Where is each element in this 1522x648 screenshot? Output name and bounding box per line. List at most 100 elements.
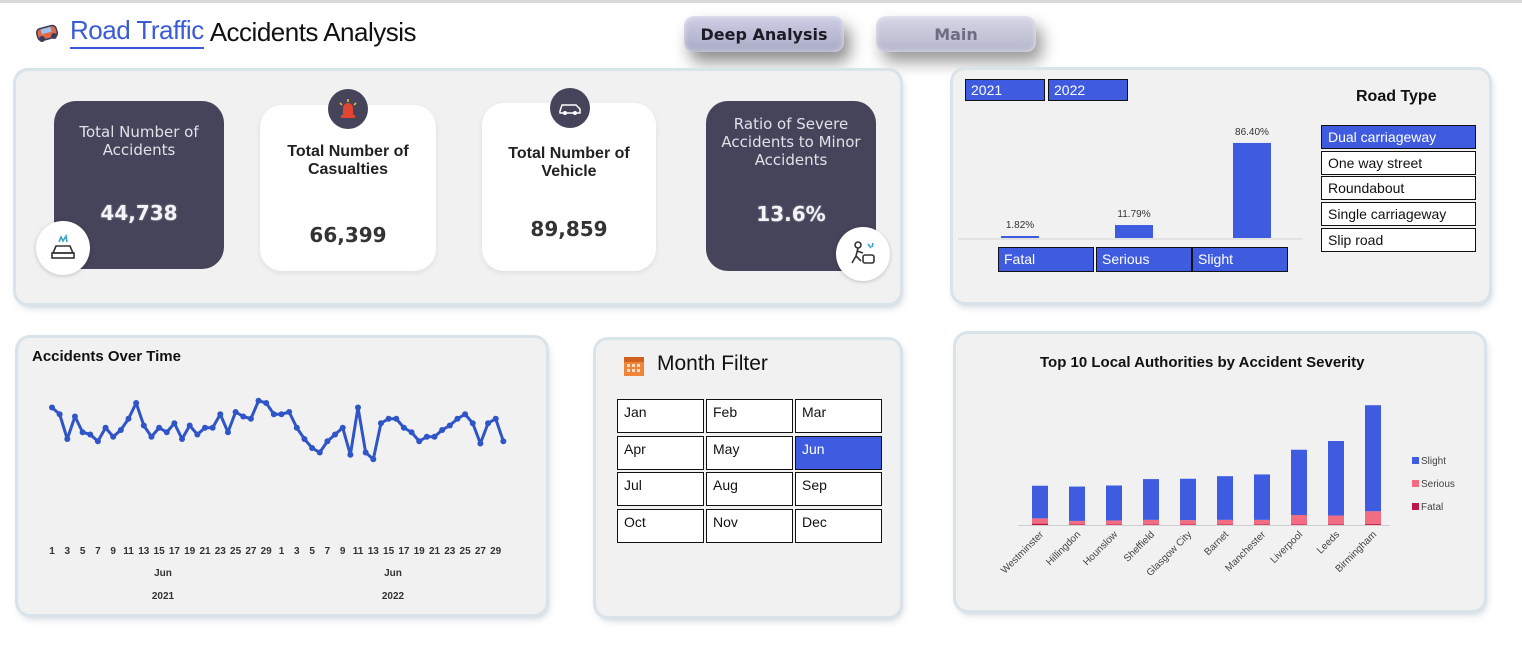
car-icon — [550, 88, 590, 128]
main-button[interactable]: Main — [876, 16, 1036, 52]
x-tick-label: 29 — [261, 546, 273, 557]
data-point — [408, 429, 415, 436]
accidents-over-time-title: Accidents Over Time — [32, 348, 181, 365]
year-label: 2022 — [382, 591, 405, 602]
deep-analysis-button[interactable]: Deep Analysis — [684, 16, 844, 52]
kpi-label: Total Number of Vehicle — [508, 145, 630, 180]
month-sep[interactable]: Sep — [795, 472, 882, 506]
month-jan[interactable]: Jan — [617, 399, 704, 433]
x-tick-label: 7 — [95, 546, 101, 557]
bar-serious — [1291, 514, 1307, 525]
month-jun[interactable]: Jun — [795, 436, 882, 470]
x-tick-label: 13 — [138, 546, 150, 557]
data-point — [301, 436, 308, 442]
x-tick-label: 17 — [398, 546, 410, 557]
category-label: Manchester — [1223, 529, 1268, 574]
data-point — [247, 415, 254, 422]
year-button-2021[interactable]: 2021 — [965, 79, 1045, 101]
month-apr[interactable]: Apr — [617, 436, 704, 470]
x-tick-label: 17 — [169, 546, 181, 557]
bar-serious — [1106, 520, 1122, 525]
bar-fatal — [1291, 524, 1307, 525]
bar-serious — [1115, 225, 1153, 238]
month-may[interactable]: May — [706, 436, 793, 470]
bar-slight — [1328, 441, 1344, 516]
data-point — [439, 427, 446, 433]
severity-button-slight[interactable]: Slight — [1192, 247, 1288, 272]
title-rest: Accidents Analysis — [209, 16, 417, 47]
kpi-label: Total Number of Casualties — [287, 143, 409, 178]
accidents-line-chart: 1 3 5 7 9 11 13 15 17 19 21 23 25 27 29 1 3 5 7 9 11 13 15 17 19… — [49, 397, 507, 602]
data-point — [362, 449, 369, 456]
data-point — [393, 415, 400, 422]
month-feb[interactable]: Feb — [706, 399, 793, 433]
data-point — [347, 451, 354, 458]
road-type-dual-carriageway[interactable]: Dual carriageway — [1321, 125, 1476, 149]
accidents-over-time-panel — [18, 338, 546, 614]
x-tick-label: 27 — [245, 546, 257, 557]
data-point — [163, 429, 170, 436]
year-button-2022[interactable]: 2022 — [1048, 79, 1128, 101]
data-point — [416, 438, 423, 445]
legend-swatch — [1412, 457, 1419, 464]
legend-label: Slight — [1421, 456, 1446, 467]
data-point — [209, 424, 216, 431]
kpi-total-vehicle: Total Number of Vehicle 89,859 — [482, 103, 656, 271]
road-type-single-carriageway[interactable]: Single carriageway — [1321, 202, 1476, 226]
x-tick-label: 25 — [230, 546, 242, 557]
x-tick-label: 11 — [353, 546, 364, 557]
data-point — [110, 433, 117, 440]
data-point — [492, 415, 499, 422]
bar-fatal — [1001, 235, 1039, 238]
bar-slight — [1032, 485, 1048, 519]
x-tick-label: 11 — [123, 546, 134, 557]
month-mar[interactable]: Mar — [795, 399, 882, 433]
title-highlight: Road Traffic — [70, 15, 204, 49]
x-tick-label: 23 — [215, 546, 227, 557]
x-tick-label: 3 — [294, 546, 300, 557]
category-label: Sheffield — [1122, 529, 1157, 564]
x-tick-label: 1 — [279, 546, 285, 557]
severity-chart: 1.82% 11.79% 86.40% — [958, 127, 1303, 240]
x-tick-label: 1 — [49, 546, 55, 557]
road-type-one-way-street[interactable]: One way street — [1321, 151, 1476, 175]
bar-slight — [1180, 478, 1196, 521]
data-point — [255, 397, 262, 404]
month-jul[interactable]: Jul — [617, 472, 704, 506]
month-nov[interactable]: Nov — [706, 509, 793, 543]
data-point — [500, 438, 507, 445]
month-oct[interactable]: Oct — [617, 509, 704, 543]
x-tick-label: 21 — [199, 546, 211, 557]
data-point — [56, 411, 63, 418]
data-point — [148, 433, 155, 440]
data-label: 1.82% — [1006, 220, 1034, 231]
bar-slight — [1233, 142, 1271, 238]
data-point — [202, 424, 208, 431]
road-type-slip-road[interactable]: Slip road — [1321, 228, 1476, 252]
data-point — [232, 409, 239, 415]
severity-button-serious[interactable]: Serious — [1096, 247, 1192, 272]
data-point — [332, 431, 339, 438]
data-point — [431, 433, 438, 440]
x-tick-label: 13 — [368, 546, 380, 557]
data-point — [293, 424, 300, 431]
data-point — [133, 400, 140, 406]
category-label: Leeds — [1315, 529, 1342, 556]
data-label: 11.79% — [1117, 209, 1150, 220]
kpi-label: Total Number of Accidents — [79, 123, 199, 159]
month-dec[interactable]: Dec — [795, 509, 882, 543]
severity-button-fatal[interactable]: Fatal — [998, 247, 1094, 272]
data-point — [87, 431, 94, 438]
x-tick-label: 15 — [154, 546, 166, 557]
data-point — [270, 411, 277, 418]
road-type-roundabout[interactable]: Roundabout — [1321, 176, 1476, 200]
month-aug[interactable]: Aug — [706, 472, 793, 506]
data-point — [194, 431, 201, 438]
pedestrian-accident-icon — [836, 227, 890, 281]
data-point — [224, 429, 231, 436]
bar-serious — [1069, 520, 1085, 525]
data-point — [64, 436, 71, 442]
page-title: Road Traffic Accidents Analysis — [34, 14, 417, 50]
data-point — [469, 420, 476, 427]
